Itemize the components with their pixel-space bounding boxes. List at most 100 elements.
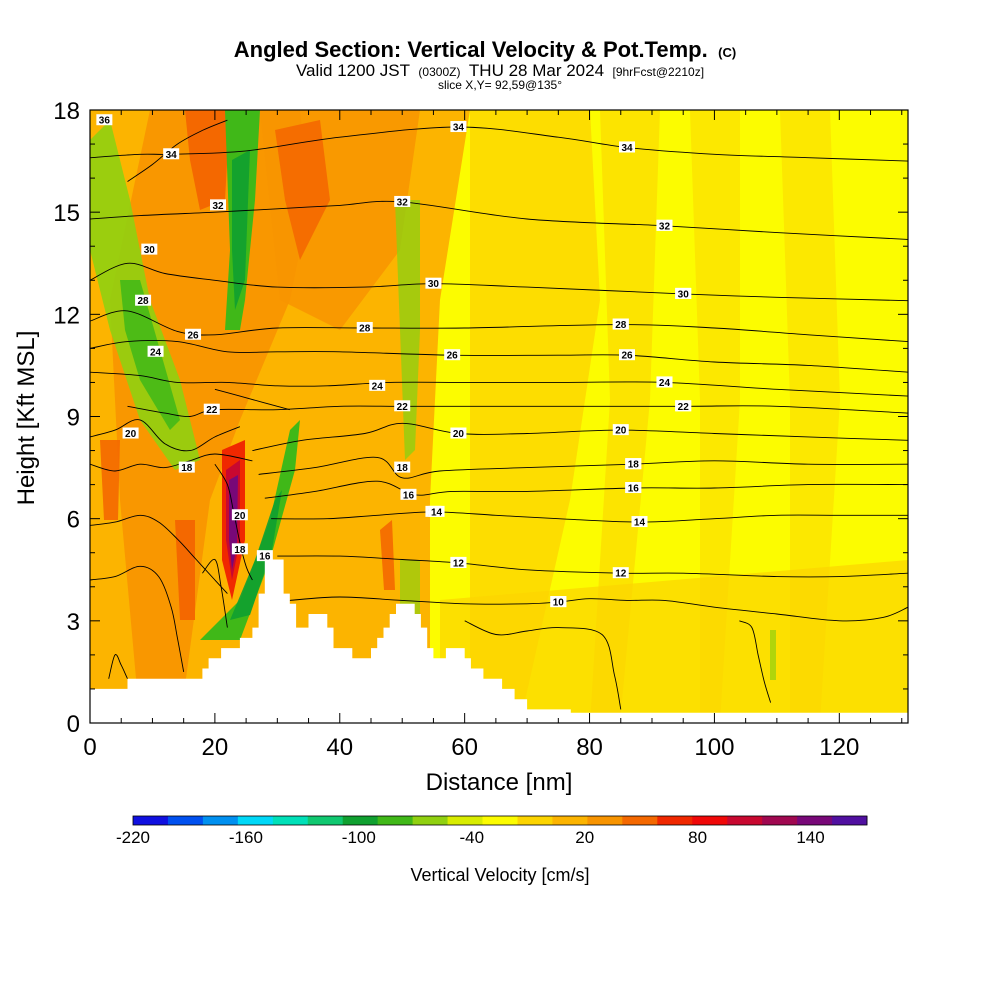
contour-label-bg-6 xyxy=(147,345,164,357)
contour-label-bg-30 xyxy=(612,567,629,579)
colorbar-tick-label--220: -220 xyxy=(116,828,150,847)
velocity-region-red-top2 xyxy=(275,120,330,260)
contour-label-bg-2 xyxy=(210,199,227,211)
chart-title: Angled Section: Vertical Velocity & Pot.… xyxy=(234,37,736,62)
contour-label-bg-23 xyxy=(612,318,629,330)
colorbar-swatch-2 xyxy=(202,816,239,825)
contour-label-bg-22 xyxy=(675,287,692,299)
colorbar-swatch-10 xyxy=(482,816,518,825)
contour-label-6: 24 xyxy=(150,347,162,358)
isentrope-extra-2 xyxy=(90,514,228,594)
velocity-region-ylw-band-100 xyxy=(690,110,740,723)
velocity-field xyxy=(90,110,908,723)
isentrope-label-26: 26 xyxy=(621,351,633,362)
velocity-region-red-top xyxy=(185,110,230,210)
colorbar-swatch-18 xyxy=(762,816,798,825)
contour-label-bg-8 xyxy=(122,427,139,439)
velocity-region-green-upper2 xyxy=(232,150,250,310)
contour-label-34: 12 xyxy=(453,558,465,569)
contour-label-14: 22 xyxy=(397,402,409,413)
colorbar-tick-label-140: 140 xyxy=(796,828,824,847)
colorbar-swatch-4 xyxy=(272,816,309,825)
contour-label-bg-31 xyxy=(394,461,411,473)
colorbar-swatch-5 xyxy=(307,816,344,825)
contour-label-13: 24 xyxy=(372,381,384,392)
x-tick-label-100: 100 xyxy=(694,734,734,761)
isentrope-extra-0 xyxy=(90,419,241,452)
contour-label-bg-27 xyxy=(625,458,642,470)
contour-label-22: 30 xyxy=(678,289,690,300)
colorbar-swatch-19 xyxy=(797,816,833,825)
contour-label-11: 18 xyxy=(234,545,246,556)
x-tick-label-80: 80 xyxy=(576,734,603,761)
isentrope-28 xyxy=(90,310,908,343)
contour-label-21: 32 xyxy=(659,221,671,232)
isentrope-10 xyxy=(289,596,908,622)
chart-subtitle: Valid 1200 JST (0300Z) THU 28 Mar 2024 [… xyxy=(296,61,704,80)
contour-label-9: 18 xyxy=(181,463,193,474)
contour-label-bg-10 xyxy=(231,509,248,521)
contour-label-bg-13 xyxy=(369,379,386,391)
contour-label-bg-18 xyxy=(394,195,411,207)
isentrope-lines xyxy=(90,119,908,710)
velocity-region-green-diag2 xyxy=(230,490,282,620)
contour-label-7: 22 xyxy=(206,405,218,416)
x-tick-label-0: 0 xyxy=(83,734,96,761)
velocity-region-red-low-mid xyxy=(380,520,395,590)
isentrope-extra-3 xyxy=(90,565,185,672)
contour-label-bg-33 xyxy=(428,505,445,517)
contour-label-20: 34 xyxy=(621,143,633,154)
y-tick-label-3: 3 xyxy=(67,609,80,636)
y-tick-label-15: 15 xyxy=(53,200,80,227)
x-tick-label-20: 20 xyxy=(202,734,229,761)
colorbar-swatch-13 xyxy=(587,816,623,825)
contour-label-23: 28 xyxy=(615,320,627,331)
contour-label-33: 14 xyxy=(431,507,443,518)
isentrope-extra-1 xyxy=(90,453,253,472)
contour-label-bg-4 xyxy=(135,294,152,306)
colorbar-tick-label--40: -40 xyxy=(460,828,485,847)
contour-label-bg-16 xyxy=(356,321,373,333)
colorbar-swatch-1 xyxy=(167,816,204,825)
colorbar-swatch-6 xyxy=(342,816,379,825)
contour-label-26: 20 xyxy=(615,426,627,437)
contour-label-3: 30 xyxy=(144,245,156,256)
contour-label-25: 22 xyxy=(678,402,690,413)
y-tick-label-0: 0 xyxy=(67,711,80,738)
isentrope-32 xyxy=(90,200,908,240)
y-tick-label-9: 9 xyxy=(67,405,80,432)
velocity-region-green-thin xyxy=(770,630,776,680)
colorbar-tick-label--160: -160 xyxy=(229,828,263,847)
contour-label-bg-28 xyxy=(625,482,642,494)
plot-area: 10 12 14 16 18 20 22 24 26 28 30 32 34 36 34 32 30 28 26 24… xyxy=(90,110,908,723)
colorbar-swatch-3 xyxy=(237,816,274,825)
isentrope-14 xyxy=(271,511,908,523)
contour-label-0: 36 xyxy=(99,116,111,127)
velocity-region-red-low1 xyxy=(175,520,195,620)
contour-label-27: 18 xyxy=(628,460,640,471)
contour-label-bg-0 xyxy=(96,114,113,126)
contour-label-4: 28 xyxy=(138,296,150,307)
contour-label-29: 14 xyxy=(634,518,646,529)
colorbar-swatch-8 xyxy=(412,816,449,825)
contour-label-5: 26 xyxy=(187,330,199,341)
colorbar-tick-label-80: 80 xyxy=(688,828,707,847)
contour-labels: 10 12 14 16 18 20 22 24 26 28 30 32 34 36 34 32 30 28 26 24… xyxy=(96,114,692,609)
contour-label-bg-7 xyxy=(203,403,220,415)
colorbar-tick-label--100: -100 xyxy=(342,828,376,847)
contour-label-2: 32 xyxy=(212,201,224,212)
contour-label-31: 18 xyxy=(397,463,409,474)
colorbar-tick-label-20: 20 xyxy=(575,828,594,847)
isentrope-extra-10 xyxy=(739,620,772,703)
y-tick-label-6: 6 xyxy=(67,507,80,534)
contour-label-30: 12 xyxy=(615,569,627,580)
contour-label-bg-26 xyxy=(612,424,629,436)
x-axis: 0 20 40 60 80 100 120 xyxy=(83,110,903,761)
contour-label-16: 28 xyxy=(359,323,371,334)
contour-label-bg-24 xyxy=(656,376,673,388)
isentrope-extra-7 xyxy=(127,119,228,182)
contour-label-bg-32 xyxy=(400,488,417,500)
x-tick-label-40: 40 xyxy=(326,734,353,761)
